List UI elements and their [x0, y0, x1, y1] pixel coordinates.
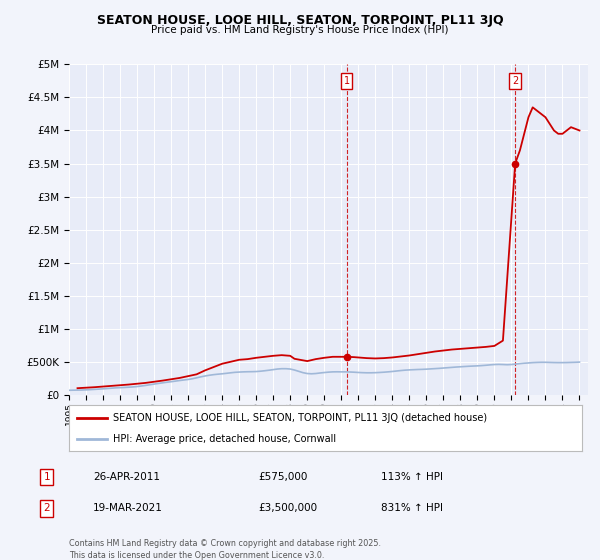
- Text: 26-APR-2011: 26-APR-2011: [93, 472, 160, 482]
- Text: 113% ↑ HPI: 113% ↑ HPI: [381, 472, 443, 482]
- Text: 831% ↑ HPI: 831% ↑ HPI: [381, 503, 443, 514]
- Text: £3,500,000: £3,500,000: [258, 503, 317, 514]
- Text: HPI: Average price, detached house, Cornwall: HPI: Average price, detached house, Corn…: [113, 435, 336, 444]
- Text: Price paid vs. HM Land Registry's House Price Index (HPI): Price paid vs. HM Land Registry's House …: [151, 25, 449, 35]
- Text: 1: 1: [43, 472, 50, 482]
- Text: 1: 1: [344, 76, 350, 86]
- Text: SEATON HOUSE, LOOE HILL, SEATON, TORPOINT, PL11 3JQ (detached house): SEATON HOUSE, LOOE HILL, SEATON, TORPOIN…: [113, 413, 487, 423]
- Text: £575,000: £575,000: [258, 472, 307, 482]
- Text: 2: 2: [43, 503, 50, 514]
- Text: 19-MAR-2021: 19-MAR-2021: [93, 503, 163, 514]
- Text: 2: 2: [512, 76, 518, 86]
- Text: SEATON HOUSE, LOOE HILL, SEATON, TORPOINT, PL11 3JQ: SEATON HOUSE, LOOE HILL, SEATON, TORPOIN…: [97, 14, 503, 27]
- Text: Contains HM Land Registry data © Crown copyright and database right 2025.
This d: Contains HM Land Registry data © Crown c…: [69, 539, 381, 559]
